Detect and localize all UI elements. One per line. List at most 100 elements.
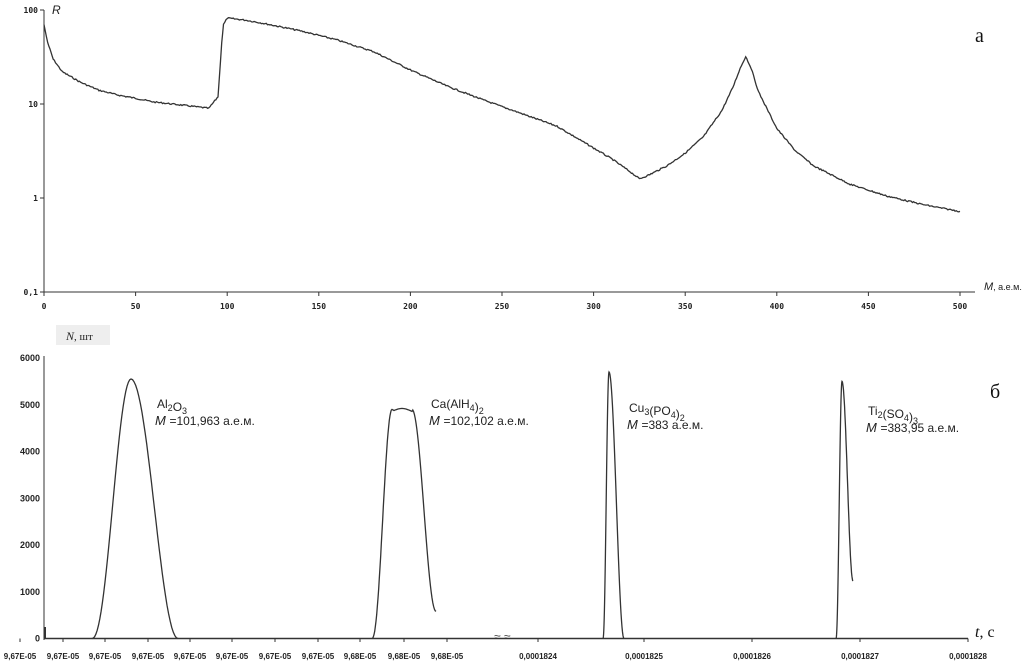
mass-symbol: M (429, 413, 443, 428)
chart-b-x-tick-label: 0,0001824 (519, 652, 557, 661)
formula-part: Ca(AlH (431, 397, 470, 411)
chart-b-y-tick-label: 3000 (20, 493, 40, 503)
chart-b-x-tick-label: 0,0001825 (625, 652, 663, 661)
chart-b-x-tick-label: 9,67E-05 (4, 652, 37, 661)
chart-b-x-tick-label: 9,67E-05 (89, 652, 122, 661)
formula-part: ) (676, 407, 680, 421)
chart-b-y-label-box (56, 325, 110, 345)
chart-b-x-tick-label: 9,68E-05 (388, 652, 421, 661)
chart-b-y-tick-label: 1000 (20, 587, 40, 597)
chart-b-peak-mass: M =102,102 а.е.м. (429, 413, 529, 428)
chart-a-y-ticks: 100 10 1 0,1 (24, 6, 44, 297)
chart-b-x-tick-label: 9,67E-05 (174, 652, 207, 661)
chart-b-y-ticks: 0 1000 2000 3000 4000 5000 6000 (20, 353, 46, 644)
chart-b-x-ticks: 9,67E-05 9,67E-05 9,67E-05 9,67E-05 9,67E-05… (4, 638, 987, 661)
formula-subscript: 3 (913, 416, 918, 426)
chart-b-peak-mass: M =383 а.е.м. (627, 417, 703, 432)
chart-b-x-tick-label: 9,67E-05 (259, 652, 292, 661)
chart-b-y-label-var: N (65, 329, 75, 343)
formula-subscript: 3 (182, 406, 187, 416)
chart-a-x-tick-label: 100 (220, 302, 235, 311)
formula-subscript: 4 (671, 410, 676, 420)
chart-b-y-label: N, шт (65, 329, 93, 343)
mass-value: =383 а.е.м. (641, 418, 703, 432)
chart-b-x-tick-label: 0,0001827 (841, 652, 879, 661)
formula-subscript: 4 (904, 413, 909, 423)
chart-a-x-label-var: M (984, 281, 994, 293)
chart-a-x-tick-label: 200 (403, 302, 418, 311)
chart-b-x-tick-label: 9,67E-05 (132, 652, 165, 661)
mass-value: =102,102 а.е.м. (443, 414, 528, 428)
chart-b-x-tick-label: 9,68E-05 (431, 652, 464, 661)
chart-b: N, шт б t, с ≈ ≈ 0 1000 2000 3000 4000 5000 60… (4, 325, 1000, 661)
chart-b-peaks (91, 370, 854, 640)
chart-a-x-ticks: 0 50 100 150 200 250 300 350 400 450 500 (42, 292, 968, 311)
chart-a-x-label-unit: , а.е.м. (993, 282, 1022, 292)
chart-b-peak-formula: Al2O3 (157, 397, 187, 416)
chart-b-x-tick-label: 9,67E-05 (302, 652, 335, 661)
formula-part: ) (475, 400, 479, 414)
chart-b-peak-curve (91, 378, 179, 640)
chart-a-x-tick-label: 500 (953, 302, 968, 311)
chart-b-y-tick-label: 0 (35, 634, 40, 644)
formula-subscript: 2 (479, 406, 484, 416)
chart-b-peak-curve (602, 370, 625, 639)
formula-subscript: 2 (168, 403, 173, 413)
chart-b-peak-curve (371, 407, 437, 640)
formula-subscript: 2 (878, 410, 883, 420)
chart-a-x-tick-label: 450 (861, 302, 876, 311)
formula-part: Al (157, 397, 168, 411)
chart-a-x-tick-label: 300 (586, 302, 601, 311)
chart-a: R а M, а.е.м. 100 10 1 0,1 0 50 100 150 200 250 3… (24, 3, 1022, 311)
formula-part: ) (909, 410, 913, 424)
formula-part: Ti (868, 404, 878, 418)
chart-b-peak-curve (835, 380, 854, 639)
mass-symbol: M (627, 417, 641, 432)
chart-a-x-tick-label: 0 (42, 302, 47, 311)
chart-a-y-tick-label: 1 (33, 194, 38, 203)
chart-b-peak-mass: M =383,95 а.е.м. (866, 420, 959, 435)
chart-a-x-tick-label: 350 (678, 302, 693, 311)
chart-b-origin-marker (44, 627, 46, 638)
chart-b-panel-label: б (990, 381, 1000, 403)
chart-b-x-tick-label: 0,0001828 (949, 652, 987, 661)
chart-b-axis-break: ≈ ≈ (494, 630, 511, 644)
formula-part: (PO (649, 404, 670, 418)
chart-a-x-tick-label: 400 (770, 302, 785, 311)
formula-part: (SO (883, 407, 904, 421)
chart-b-y-label-unit: , шт (74, 331, 93, 343)
chart-b-x-tick-label: 9,67E-05 (47, 652, 80, 661)
chart-a-y-label: R (52, 3, 61, 17)
chart-b-y-tick-label: 2000 (20, 540, 40, 550)
formula-part: O (173, 400, 182, 414)
chart-b-x-tick-label: 9,68E-05 (344, 652, 377, 661)
chart-b-peak-formula: Cu3(PO4)2 (629, 401, 685, 423)
chart-a-x-tick-label: 250 (495, 302, 510, 311)
chart-b-peak-formula: Ca(AlH4)2 (431, 397, 484, 416)
formula-part: Cu (629, 401, 644, 415)
chart-a-panel-label: а (975, 25, 984, 47)
chart-a-series-line (43, 17, 961, 213)
chart-a-y-tick-label: 100 (24, 6, 39, 15)
mass-symbol: M (866, 420, 880, 435)
chart-b-x-label-var: t (975, 624, 980, 641)
mass-value: =383,95 а.е.м. (880, 421, 959, 435)
formula-subscript: 3 (644, 407, 649, 417)
chart-a-y-tick-label: 10 (28, 100, 38, 109)
chart-b-y-tick-label: 5000 (20, 400, 40, 410)
chart-b-x-tick-label: 0,0001826 (733, 652, 771, 661)
chart-b-x-label: t, с (975, 624, 995, 641)
chart-b-y-tick-label: 6000 (20, 353, 40, 363)
mass-value: =101,963 а.е.м. (169, 414, 254, 428)
formula-subscript: 4 (470, 403, 475, 413)
chart-b-peak-mass: M =101,963 а.е.м. (155, 413, 255, 428)
formula-subscript: 2 (680, 413, 685, 423)
chart-b-peak-formula: Ti2(SO4)3 (868, 404, 918, 426)
chart-b-y-tick-label: 4000 (20, 447, 40, 457)
chart-a-x-tick-label: 150 (312, 302, 327, 311)
chart-a-y-tick-label: 0,1 (24, 288, 39, 297)
chart-b-x-label-unit: , с (979, 624, 994, 641)
chart-a-x-tick-label: 50 (131, 302, 141, 311)
